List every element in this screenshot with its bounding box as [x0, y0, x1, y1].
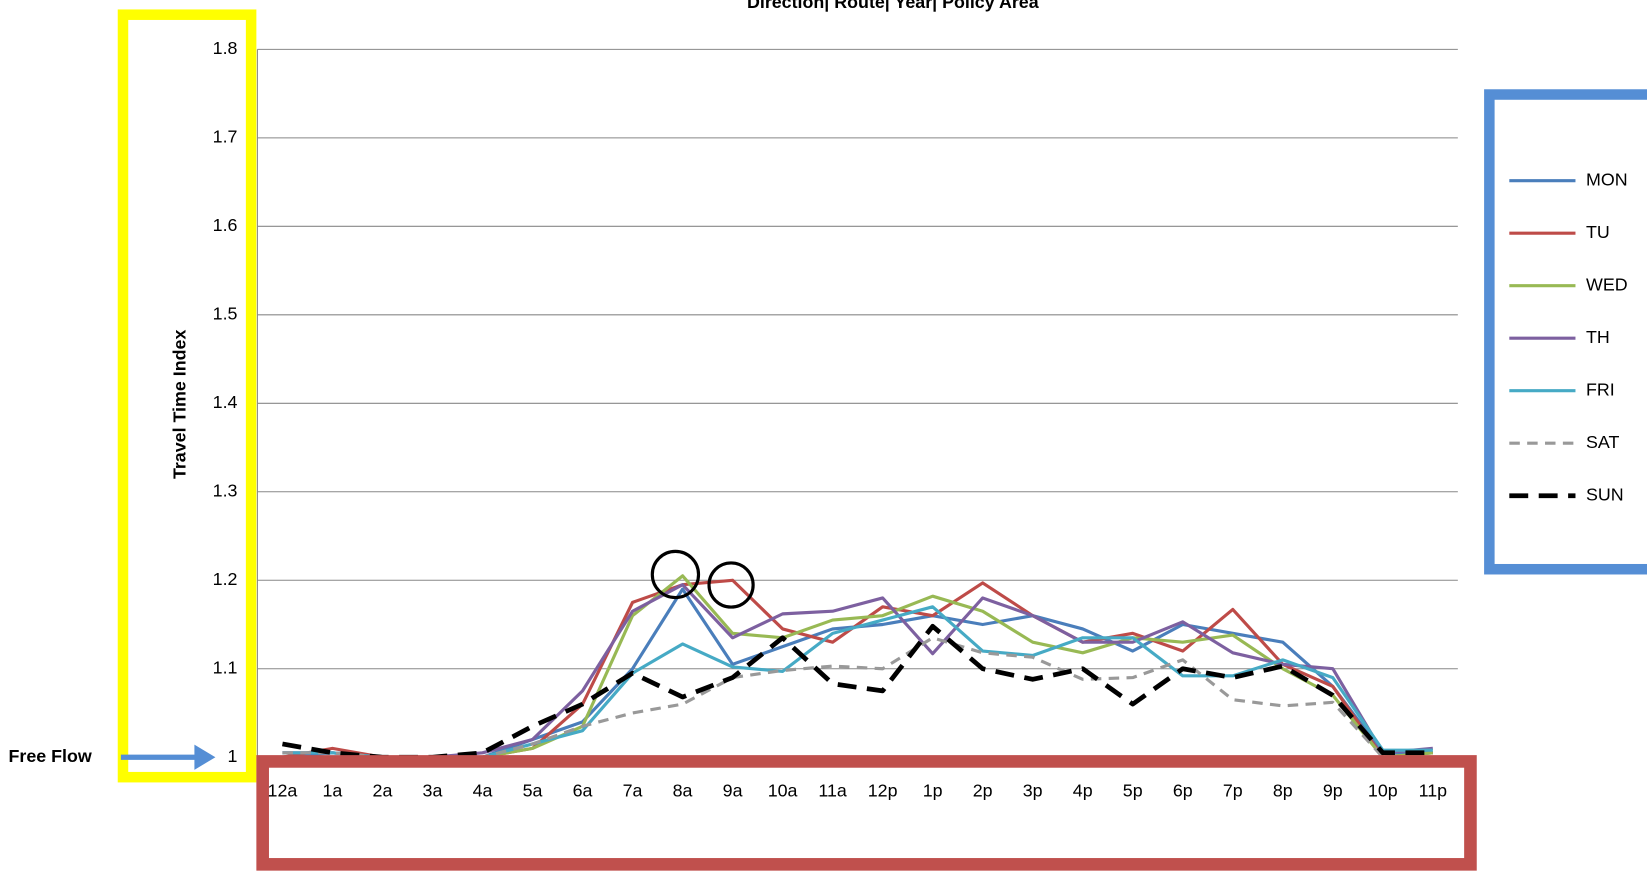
y-tick-label: 1.4 — [213, 392, 238, 412]
x-tick-label: 12p — [868, 781, 898, 801]
series-line — [282, 623, 1433, 760]
highlight-y-axis — [117, 9, 257, 783]
legend-label: FRI — [1586, 379, 1615, 399]
legend-label: TH — [1586, 327, 1610, 347]
grid — [257, 48, 1458, 758]
legend-label: TU — [1586, 222, 1610, 242]
x-tick-label: 1a — [323, 781, 343, 801]
highlight-x-axis — [256, 755, 1477, 871]
x-tick-label: 10a — [768, 781, 798, 801]
x-tick-label: 5p — [1123, 781, 1143, 801]
x-tick-label: 5a — [523, 781, 543, 801]
legend-label: MON — [1586, 169, 1628, 189]
chart-title: Direction| Route| Year| Policy Area — [747, 0, 1040, 12]
plot-lines — [282, 574, 1433, 760]
x-tick-label: 4a — [473, 781, 493, 801]
x-tick-label: 6a — [573, 781, 593, 801]
arrow-head — [194, 744, 216, 770]
x-tick-label: 3p — [1023, 781, 1043, 801]
x-tick-label: 6p — [1173, 781, 1193, 801]
peak-circle — [707, 561, 755, 609]
y-tick-label: 1.1 — [213, 657, 238, 677]
y-tick-label: 1.2 — [213, 569, 238, 589]
x-tick-label: 11p — [1419, 781, 1448, 801]
y-tick-label: 1.3 — [213, 480, 238, 500]
series-line — [282, 636, 1433, 759]
x-tick-label: 7a — [623, 781, 643, 801]
series-line — [282, 583, 1433, 759]
x-tick-label: 2p — [973, 781, 993, 801]
x-tick-label: 11a — [818, 781, 847, 801]
y-tick-label: 1.6 — [213, 215, 238, 235]
peak-circle — [650, 549, 701, 600]
series-line — [282, 587, 1433, 759]
x-tick-label: 4p — [1073, 781, 1093, 801]
x-tick-label: 3a — [423, 781, 443, 801]
highlight-legend — [1484, 89, 1647, 575]
x-tick-label: 12a — [268, 781, 298, 801]
x-tick-label: 8p — [1273, 781, 1293, 801]
y-tick-label: 1 — [228, 746, 238, 766]
y-axis-title: Travel Time Index — [169, 330, 189, 480]
legend-label: SUN — [1586, 484, 1624, 504]
y-tick-label: 1.5 — [213, 304, 238, 324]
series-line — [282, 605, 1433, 759]
x-tick-label: 9p — [1323, 781, 1343, 801]
x-tick-label: 9a — [723, 781, 743, 801]
y-tick-label: 1.7 — [213, 127, 238, 147]
x-tick-label: 7p — [1223, 781, 1243, 801]
annotation: Free Flow — [9, 746, 92, 766]
x-tick-label: 1p — [923, 781, 943, 801]
x-tick-label: 2a — [373, 781, 393, 801]
x-tick-label: 8a — [673, 781, 693, 801]
legend-label: SAT — [1586, 432, 1619, 452]
y-tick-label: 1.8 — [213, 38, 238, 58]
legend-label: WED — [1586, 274, 1628, 294]
x-tick-label: 10p — [1368, 781, 1398, 801]
